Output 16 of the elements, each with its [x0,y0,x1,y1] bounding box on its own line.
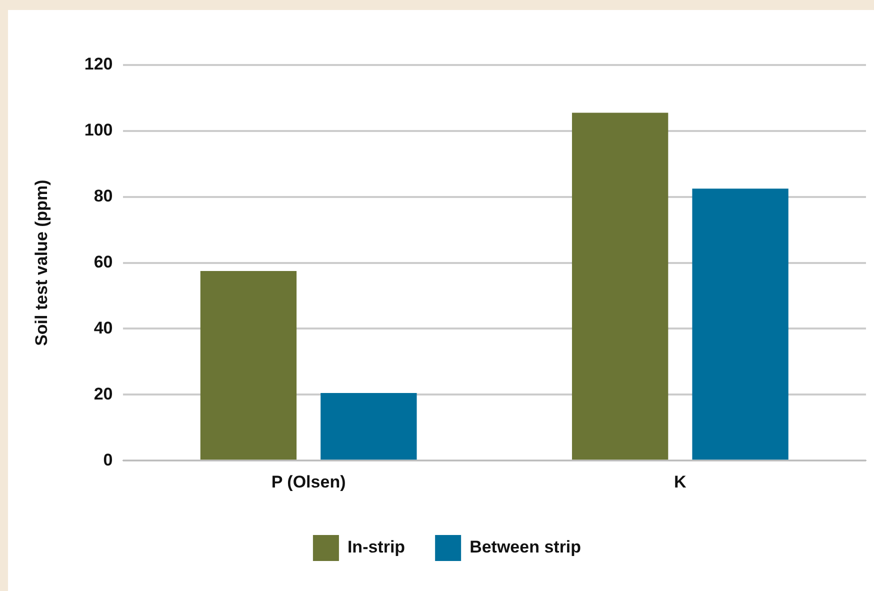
y-tick-label: 100 [84,120,113,140]
y-tick-label: 20 [94,384,113,404]
x-tick-label: P (Olsen) [271,472,346,492]
y-tick-label: 80 [94,186,113,206]
y-tick-label: 120 [84,54,113,74]
y-tick-label: 40 [94,318,113,338]
legend-label: Between strip [470,538,582,557]
legend-label: In-strip [347,538,406,557]
y-axis-title: Soil test value (ppm) [32,180,51,346]
bar [692,188,788,460]
y-tick-label: 0 [103,450,113,470]
bar [572,112,668,460]
y-tick-label: 60 [94,252,113,272]
bar [320,393,417,460]
x-tick-label: K [674,472,688,492]
bar [200,271,297,460]
